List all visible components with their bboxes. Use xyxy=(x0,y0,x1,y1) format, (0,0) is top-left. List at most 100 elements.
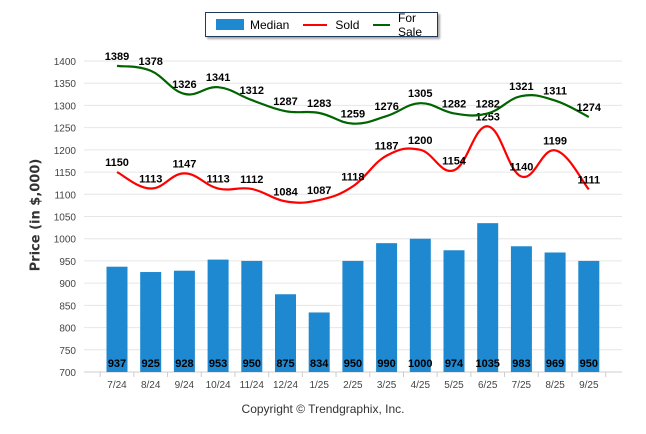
y-tick-label: 800 xyxy=(59,324,76,335)
point-label-for-sale: 1321 xyxy=(509,81,533,93)
bar-data-label: 950 xyxy=(344,358,362,370)
y-tick-label: 850 xyxy=(59,301,76,312)
chart-legend: Median Sold For Sale xyxy=(205,11,438,39)
y-tick-label: 750 xyxy=(59,346,76,357)
x-tick-label: 7/25 xyxy=(512,380,532,391)
bar-data-label: 953 xyxy=(209,358,227,370)
bar-median xyxy=(443,250,465,372)
bar-data-label: 983 xyxy=(512,358,530,370)
legend-label-median: Median xyxy=(250,17,290,32)
legend-swatch-sold xyxy=(303,23,328,26)
x-tick-label: 9/24 xyxy=(175,380,195,391)
point-label-sold: 1084 xyxy=(273,186,298,198)
point-label-for-sale: 1326 xyxy=(172,79,196,91)
point-label-sold: 1113 xyxy=(206,174,229,186)
y-tick-label: 700 xyxy=(59,368,76,379)
point-label-for-sale: 1378 xyxy=(138,56,162,68)
x-tick-label: 10/24 xyxy=(206,380,231,391)
bar-data-label: 990 xyxy=(377,358,395,370)
x-tick-label: 3/25 xyxy=(377,380,397,391)
bar-median xyxy=(342,260,364,372)
point-label-sold: 1140 xyxy=(509,162,533,174)
bar-data-label: 974 xyxy=(445,358,464,370)
y-tick-label: 1400 xyxy=(54,57,77,68)
bar-median xyxy=(308,312,330,372)
bar-data-label: 925 xyxy=(142,358,160,370)
y-tick-label: 1300 xyxy=(54,101,77,112)
x-tick-label: 2/25 xyxy=(343,380,363,391)
y-tick-label: 1350 xyxy=(54,79,77,90)
y-tick-label: 1150 xyxy=(54,168,76,179)
bar-data-label: 928 xyxy=(175,358,193,370)
legend-label-sold: Sold xyxy=(335,17,360,32)
point-label-sold: 1147 xyxy=(172,158,196,170)
bar-data-label: 1000 xyxy=(408,358,432,370)
point-label-for-sale: 1276 xyxy=(374,101,398,113)
x-tick-label: 4/25 xyxy=(411,380,431,391)
point-label-for-sale: 1389 xyxy=(105,51,129,63)
y-tick-label: 900 xyxy=(59,279,76,290)
bar-median xyxy=(409,238,431,372)
bar-median xyxy=(544,252,566,372)
x-tick-label: 7/24 xyxy=(107,380,127,391)
point-label-for-sale: 1312 xyxy=(240,85,264,97)
bar-median xyxy=(207,259,229,372)
point-label-for-sale: 1282 xyxy=(442,98,466,110)
x-tick-label: 5/25 xyxy=(444,380,464,391)
point-label-sold: 1154 xyxy=(442,155,467,167)
point-label-sold: 1199 xyxy=(543,135,567,147)
point-label-for-sale: 1259 xyxy=(341,109,365,121)
point-label-for-sale: 1283 xyxy=(307,98,331,110)
bar-data-label: 875 xyxy=(276,358,294,370)
legend-swatch-for-sale xyxy=(373,23,390,26)
point-label-for-sale: 1305 xyxy=(408,88,432,100)
x-tick-label: 8/24 xyxy=(141,380,161,391)
line-sold xyxy=(116,125,590,204)
legend-label-for-sale: For Sale xyxy=(398,10,423,39)
point-label-for-sale: 1311 xyxy=(543,86,567,98)
point-label-for-sale: 1287 xyxy=(273,96,297,108)
x-tick-label: 1/25 xyxy=(309,380,329,391)
bar-median xyxy=(173,270,195,372)
bar-data-label: 969 xyxy=(546,358,564,370)
bar-median xyxy=(241,260,263,372)
point-label-for-sale: 1282 xyxy=(475,98,499,110)
x-tick-label: 11/24 xyxy=(240,380,265,391)
point-label-for-sale: 1274 xyxy=(577,102,602,114)
bar-median xyxy=(376,243,398,372)
copyright-text: Copyright © Trendgraphix, Inc. xyxy=(241,402,405,416)
legend-item-sold: Sold xyxy=(303,18,359,32)
point-label-for-sale: 1341 xyxy=(206,72,230,84)
bar-data-label: 950 xyxy=(580,358,598,370)
x-tick-label: 6/25 xyxy=(478,380,498,391)
point-label-sold: 1150 xyxy=(105,157,129,169)
point-label-sold: 1111 xyxy=(577,174,600,186)
bar-data-label: 937 xyxy=(108,358,126,370)
y-tick-label: 1200 xyxy=(54,146,77,157)
legend-item-for-sale: For Sale xyxy=(373,11,429,39)
y-tick-label: 1000 xyxy=(54,235,77,246)
point-label-sold: 1087 xyxy=(307,185,331,197)
y-tick-label: 1100 xyxy=(54,190,76,201)
bar-median xyxy=(477,223,499,372)
bar-median xyxy=(106,266,128,372)
y-tick-label: 1250 xyxy=(54,124,77,135)
bar-median xyxy=(140,272,162,372)
point-label-sold: 1187 xyxy=(375,141,399,153)
bar-data-label: 1035 xyxy=(475,358,499,370)
line-for-sale xyxy=(116,64,590,125)
bar-median xyxy=(510,246,532,372)
point-label-sold: 1112 xyxy=(240,174,263,186)
bar-data-label: 950 xyxy=(243,358,261,370)
bar-data-label: 834 xyxy=(310,358,329,370)
bar-median xyxy=(578,260,600,372)
point-label-sold: 1118 xyxy=(341,171,364,183)
point-label-sold: 1200 xyxy=(408,135,432,147)
legend-swatch-median xyxy=(216,19,244,30)
x-tick-label: 9/25 xyxy=(579,380,599,391)
x-tick-label: 12/24 xyxy=(273,380,298,391)
x-tick-label: 8/25 xyxy=(545,380,565,391)
y-tick-label: 950 xyxy=(59,257,76,268)
y-tick-label: 1050 xyxy=(54,213,77,224)
